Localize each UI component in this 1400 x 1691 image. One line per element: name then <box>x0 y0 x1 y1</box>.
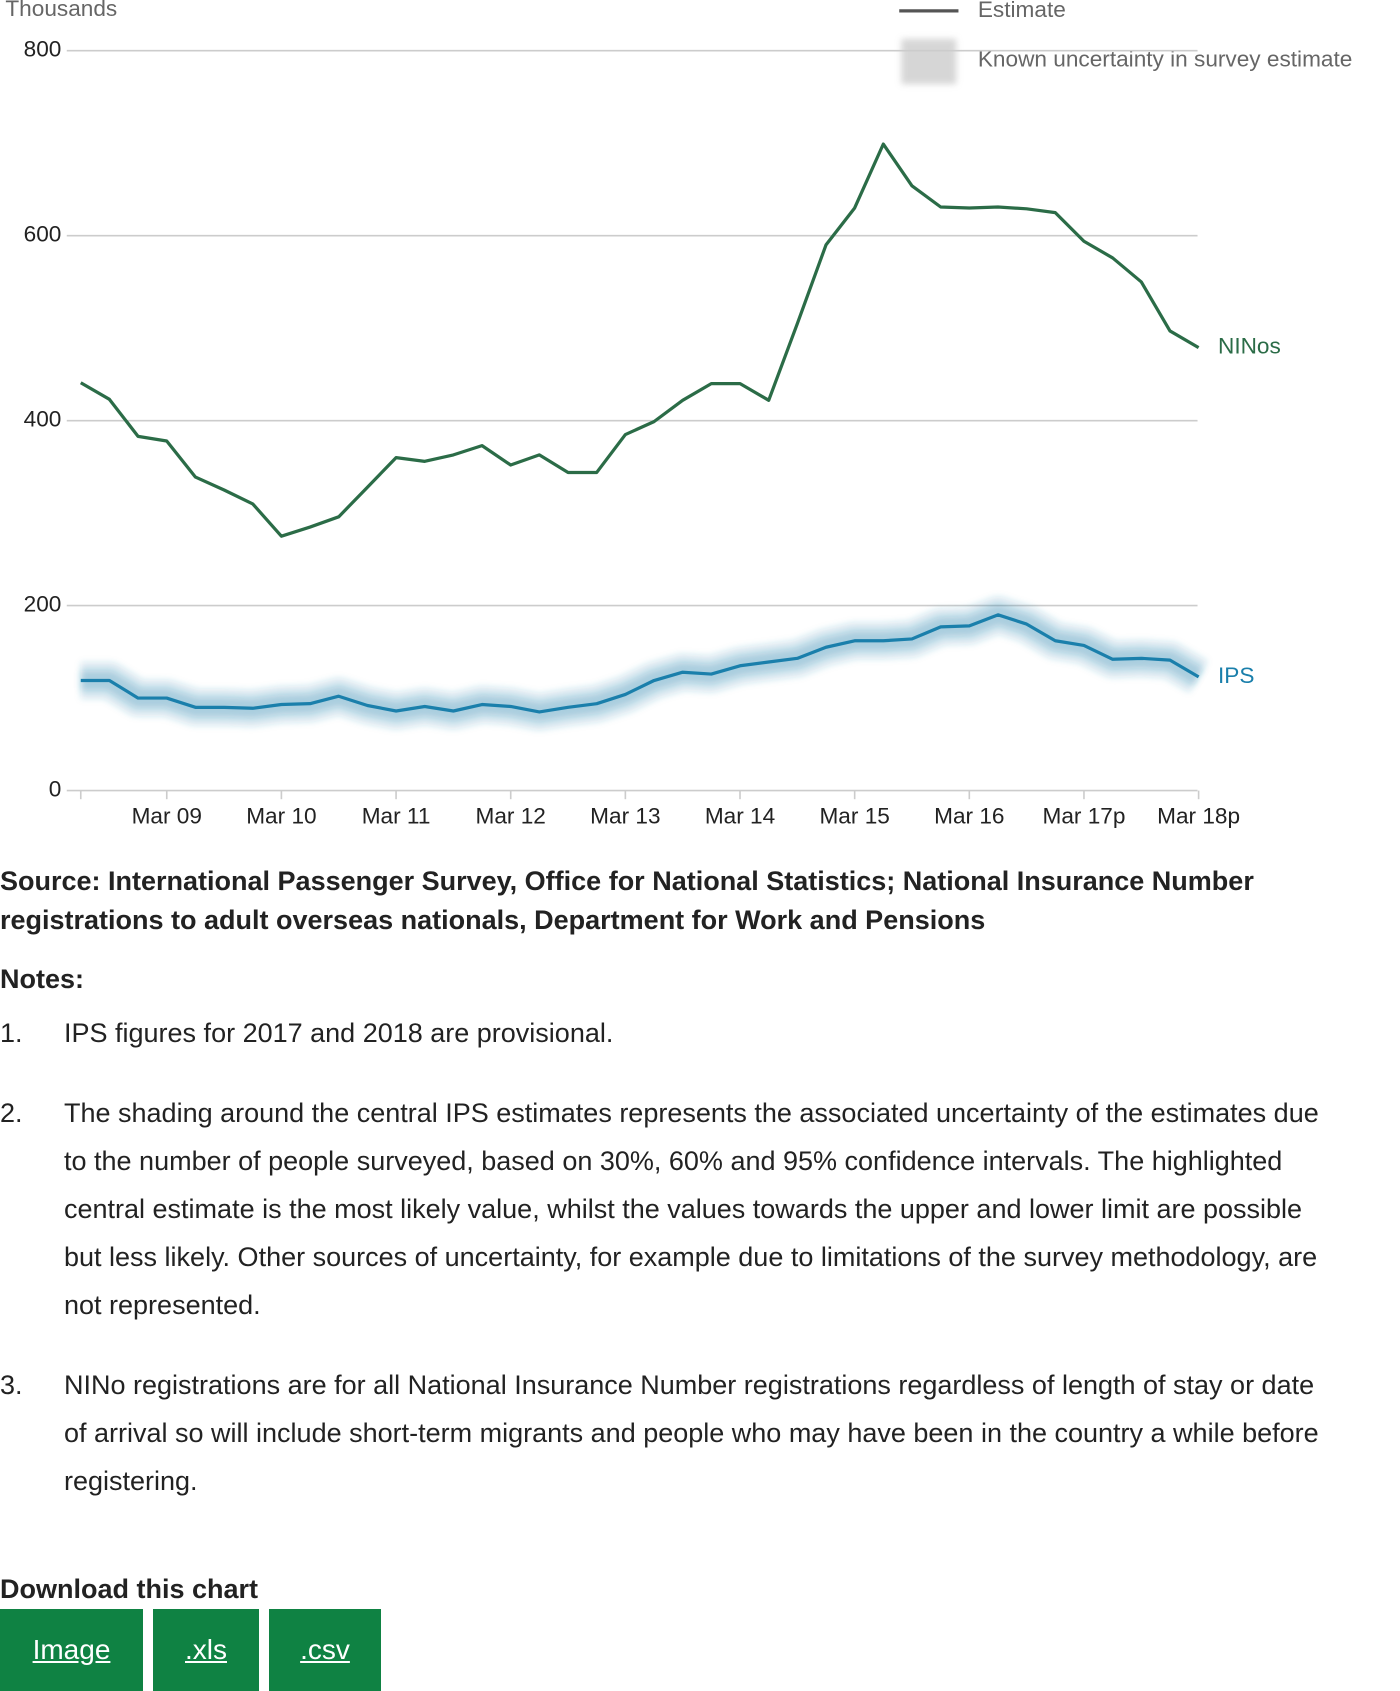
y-tick-label: 200 <box>24 592 62 617</box>
series-line <box>79 142 1200 538</box>
x-tick-label: Mar 13 <box>590 803 660 828</box>
series-line <box>80 613 1200 714</box>
legend-band-swatch <box>901 38 957 85</box>
note-text: NINo registrations are for all National … <box>64 1370 1319 1496</box>
note-text: IPS figures for 2017 and 2018 are provis… <box>64 1018 614 1048</box>
x-tick-label: Mar 15 <box>819 803 889 828</box>
note: 1. IPS figures for 2017 and 2018 are prov… <box>0 1009 1340 1057</box>
note-text: The shading around the central IPS estim… <box>64 1098 1319 1320</box>
y-tick-label: 400 <box>24 407 62 432</box>
y-tick-label: 800 <box>24 37 62 62</box>
download-buttons: Image .xls .csv <box>0 1609 381 1691</box>
note-number: 1. <box>0 1018 23 1048</box>
notes-section: Source: International Passenger Survey, … <box>0 862 1340 1537</box>
notes-heading: Notes: <box>0 964 85 994</box>
download-button[interactable]: Image <box>0 1609 143 1691</box>
note-number: 2. <box>0 1098 23 1128</box>
x-tick-label: Mar 16 <box>934 803 1004 828</box>
note-number: 3. <box>0 1370 23 1400</box>
legend-label: Estimate <box>978 0 1066 22</box>
x-tick-label: Mar 09 <box>132 803 202 828</box>
series-label: IPS <box>1218 663 1254 688</box>
y-tick-label: 0 <box>49 777 62 802</box>
x-tick-label: Mar 11 <box>362 803 431 828</box>
x-tick-label: Mar 17p <box>1042 803 1125 828</box>
x-tick-label: Mar 10 <box>246 803 316 828</box>
y-axis-label: Thousands <box>5 0 117 21</box>
download-button[interactable]: .xls <box>153 1609 259 1691</box>
download-heading: Download this chart <box>0 1574 259 1604</box>
y-tick-label: 600 <box>24 222 62 247</box>
note: 2. The shading around the central IPS est… <box>0 1089 1340 1329</box>
x-tick-label: Mar 14 <box>705 803 775 828</box>
download-button[interactable]: .csv <box>269 1609 381 1691</box>
chart: Thousands Estimate Known uncertainty in … <box>5 0 1352 828</box>
notes-list: 1. IPS figures for 2017 and 2018 are prov… <box>0 1009 1340 1505</box>
series-label: NINos <box>1218 334 1281 359</box>
x-tick-label: Mar 18p <box>1157 803 1240 828</box>
note: 3. NINo registrations are for all Nationa… <box>0 1361 1340 1505</box>
source: Source: International Passenger Survey, … <box>0 866 1254 935</box>
x-tick-label: Mar 12 <box>476 803 546 828</box>
